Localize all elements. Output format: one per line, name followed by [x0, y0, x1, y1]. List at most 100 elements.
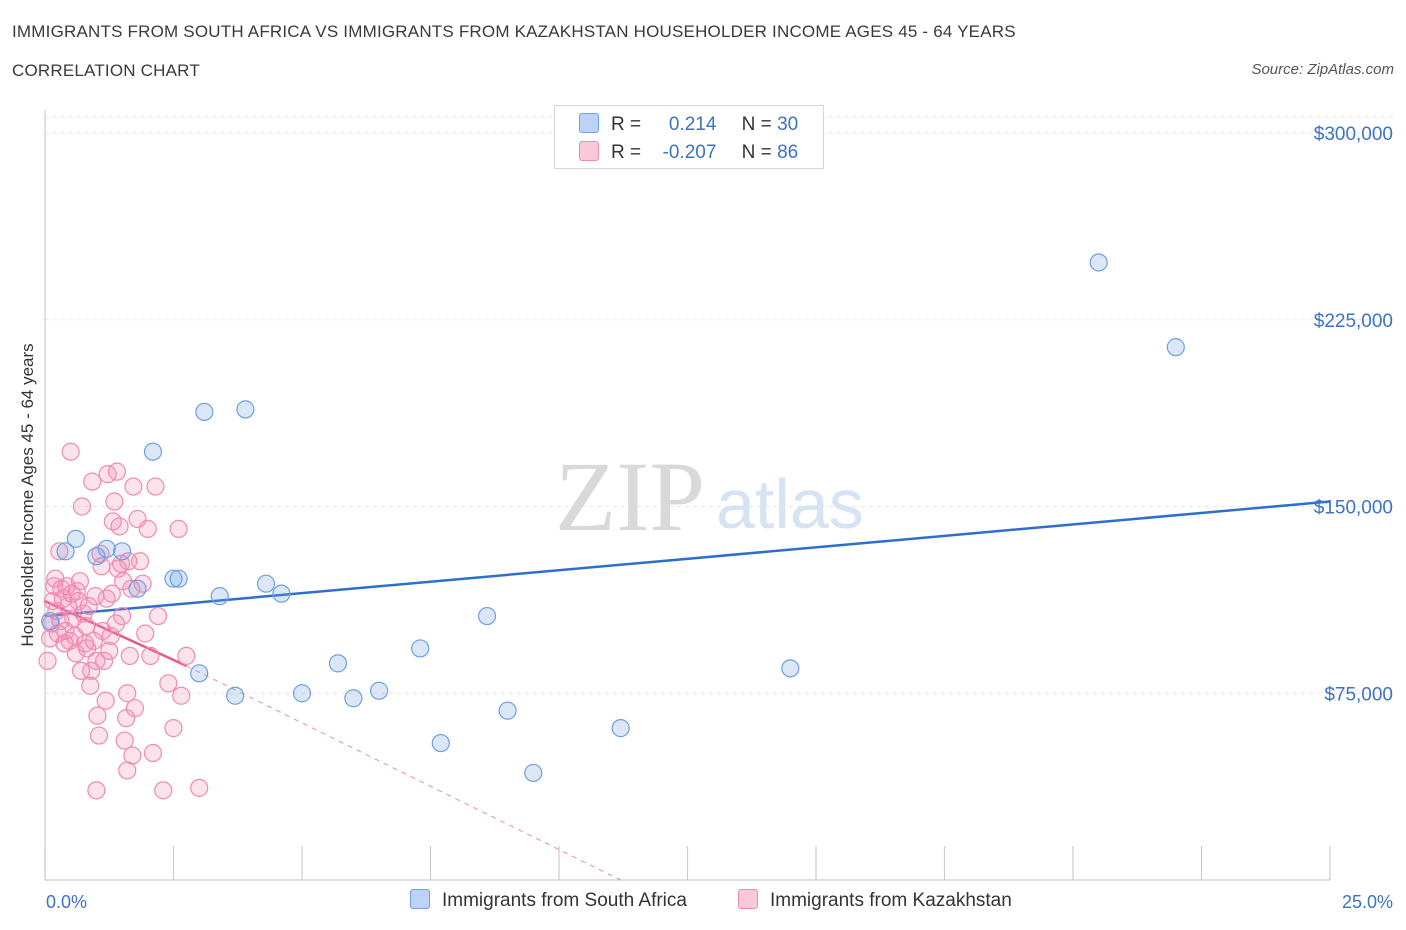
south-africa-point — [97, 539, 116, 558]
kazakhstan-point — [169, 519, 188, 539]
kazakhstan-point — [97, 589, 116, 608]
watermark-zip: ZIP — [555, 441, 705, 552]
kazakhstan-point — [102, 584, 121, 603]
kazakhstan-point — [148, 606, 168, 626]
legend-r-value-south-africa: 0.214 — [668, 114, 717, 135]
south-africa-point — [190, 664, 209, 683]
kazakhstan-point — [146, 477, 165, 496]
south-africa-point — [143, 442, 163, 461]
legend-swatch-kazakhstan — [579, 141, 599, 161]
kazakhstan-point — [159, 674, 178, 693]
kazakhstan-point — [78, 639, 97, 658]
legend-swatch-south-africa — [579, 113, 599, 133]
south-africa-point — [169, 569, 188, 588]
y-tick-label: $225,000 — [1314, 311, 1393, 332]
source-label: Source: ZipAtlas.com — [1251, 61, 1394, 78]
bottom-legend-label-kazakhstan: Immigrants from Kazakhstan — [770, 890, 1012, 911]
kazakhstan-point — [70, 572, 90, 591]
chart-title: IMMIGRANTS FROM SOUTH AFRICA VS IMMIGRAN… — [12, 22, 1016, 41]
south-africa-point — [431, 733, 450, 753]
kazakhstan-point — [100, 641, 119, 661]
kazakhstan-point — [122, 579, 141, 598]
y-tick-label: $75,000 — [1324, 684, 1393, 705]
legend-row-kazakhstan: R = -0.207 N = 86 — [579, 141, 798, 165]
south-africa-point — [272, 584, 291, 603]
kazakhstan-point — [79, 596, 98, 616]
legend-row-south-africa: R = 0.214 N = 30 — [579, 113, 798, 137]
kazakhstan-point — [38, 651, 57, 670]
south-africa-point — [370, 681, 389, 700]
south-africa-point — [226, 686, 245, 705]
south-africa-point — [344, 689, 363, 708]
kazakhstan-point — [61, 442, 80, 461]
kazakhstan-point — [87, 781, 106, 800]
kazakhstan-point — [82, 661, 101, 680]
kazakhstan-point — [164, 719, 183, 738]
y-tick-label: $300,000 — [1314, 124, 1393, 145]
correlation-legend: R = 0.214 N = 30 R = -0.207 N = 86 — [554, 105, 824, 169]
kazakhstan-point — [96, 691, 115, 710]
south-africa-point — [611, 719, 630, 738]
south-africa-point — [128, 579, 147, 598]
watermark: ZIP atlas — [555, 441, 864, 552]
kazakhstan-point — [89, 726, 109, 745]
kazakhstan-point — [118, 684, 137, 703]
legend-r-value-kazakhstan: -0.207 — [662, 142, 717, 163]
chart-subtitle: CORRELATION CHART — [12, 61, 200, 80]
legend-n-label: N = — [741, 142, 772, 163]
kazakhstan-point — [81, 676, 100, 695]
kazakhstan-point — [141, 646, 160, 666]
kazakhstan-point — [143, 743, 163, 763]
south-africa-point — [256, 574, 276, 593]
bottom-legend-swatch-south-africa — [410, 889, 430, 909]
kazakhstan-point — [45, 577, 64, 596]
kazakhstan-trend-extension — [186, 665, 621, 881]
kazakhstan-point — [118, 761, 137, 780]
kazakhstan-point — [83, 472, 102, 491]
kazakhstan-point — [112, 606, 132, 626]
south-africa-point — [87, 547, 106, 566]
south-africa-point — [112, 542, 132, 561]
kazakhstan-point — [50, 542, 69, 561]
legend-r-label: R = — [611, 142, 642, 163]
legend-n-value-south-africa: 30 — [777, 114, 799, 135]
x-tick-label: 25.0% — [1342, 892, 1393, 912]
south-africa-point — [328, 654, 348, 673]
south-africa-point — [164, 569, 183, 588]
south-africa-point — [56, 542, 75, 561]
south-africa-point — [1089, 253, 1108, 272]
bottom-legend-swatch-kazakhstan — [738, 889, 758, 909]
kazakhstan-point — [110, 517, 129, 536]
kazakhstan-point — [133, 574, 152, 593]
kazakhstan-point — [172, 686, 191, 705]
south-africa-point — [41, 611, 60, 631]
bottom-legend-kazakhstan: Immigrants from Kazakhstan — [738, 889, 1012, 912]
data-points — [38, 253, 1185, 800]
kazakhstan-point — [136, 624, 155, 643]
kazakhstan-point — [105, 492, 124, 511]
kazakhstan-point — [177, 646, 196, 666]
kazakhstan-point — [120, 646, 139, 666]
south-africa-point — [195, 402, 214, 421]
south-africa-point — [524, 763, 543, 783]
kazakhstan-point — [95, 651, 114, 670]
kazakhstan-point — [87, 651, 106, 670]
kazakhstan-point — [66, 644, 85, 663]
kazakhstan-point — [190, 778, 209, 797]
kazakhstan-point — [124, 477, 143, 496]
tick-labels: $75,000 $150,000 $225,000 $300,000 0.0% 25.0% — [46, 124, 1393, 912]
south-africa-trend-line — [44, 500, 1331, 618]
x-tick-label: 0.0% — [46, 892, 87, 912]
south-africa-point — [411, 639, 430, 658]
south-africa-point — [210, 587, 229, 606]
watermark-atlas: atlas — [716, 465, 864, 543]
kazakhstan-point — [106, 614, 126, 633]
south-africa-point — [236, 400, 255, 419]
y-axis-label: Householder Income Ages 45 - 64 years — [18, 343, 37, 646]
kazakhstan-point — [72, 497, 92, 516]
bottom-legend-south-africa: Immigrants from South Africa — [410, 889, 687, 912]
kazakhstan-point — [77, 616, 96, 636]
axes — [44, 110, 1331, 881]
kazakhstan-point — [130, 552, 150, 571]
